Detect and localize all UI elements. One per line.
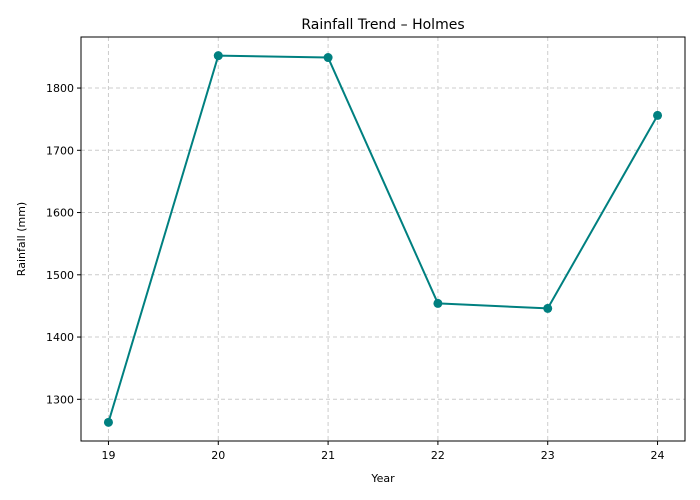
x-tick-label: 19 bbox=[101, 449, 115, 462]
chart-title: Rainfall Trend – Holmes bbox=[301, 17, 464, 33]
y-tick-label: 1600 bbox=[46, 207, 74, 220]
series-layer bbox=[103, 51, 663, 427]
x-tick-label: 23 bbox=[541, 449, 555, 462]
x-tick-label: 20 bbox=[211, 449, 225, 462]
y-axis-label: Rainfall (mm) bbox=[15, 202, 28, 276]
x-axis-label: Year bbox=[370, 472, 395, 485]
grid-lines bbox=[81, 37, 685, 441]
y-tick-label: 1300 bbox=[46, 393, 74, 406]
series-line bbox=[107, 54, 659, 423]
x-axis-ticks: 19 20 21 22 23 24 bbox=[101, 441, 665, 462]
plot-frame bbox=[80, 36, 686, 442]
data-point bbox=[323, 53, 333, 63]
data-point bbox=[213, 51, 223, 61]
y-axis-ticks: 1300 1400 1500 1600 1700 1800 bbox=[46, 82, 81, 406]
x-tick-label: 22 bbox=[431, 449, 445, 462]
y-tick-label: 1500 bbox=[46, 269, 74, 282]
x-tick-label: 24 bbox=[651, 449, 665, 462]
data-point bbox=[433, 298, 443, 308]
y-tick-label: 1800 bbox=[46, 82, 74, 95]
y-tick-label: 1400 bbox=[46, 331, 74, 344]
y-tick-label: 1700 bbox=[46, 144, 74, 157]
data-point bbox=[543, 303, 553, 313]
data-point bbox=[103, 417, 113, 427]
x-tick-label: 21 bbox=[321, 449, 335, 462]
data-point bbox=[653, 110, 663, 120]
